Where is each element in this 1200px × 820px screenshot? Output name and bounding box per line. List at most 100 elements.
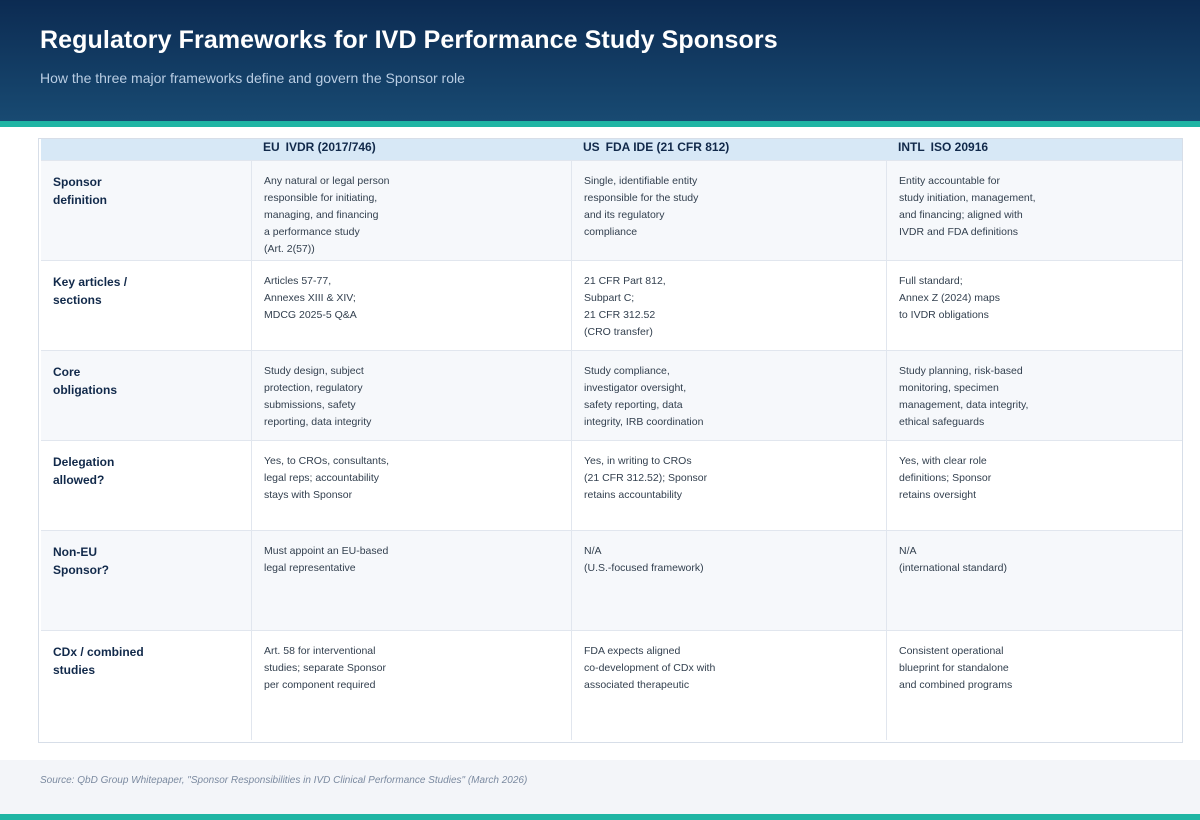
table-cell-eu: Any natural or legal person responsible f… xyxy=(251,161,571,260)
cell-line: Single, identifiable entity xyxy=(584,175,698,187)
row-label: Key articles / sections xyxy=(41,261,252,350)
table-cell-intl: Consistent operational blueprint for stan… xyxy=(886,631,1182,740)
page-subtitle: How the three major frameworks define an… xyxy=(40,70,465,86)
cell-line: submissions, safety xyxy=(264,399,356,411)
cell-line: responsible for the study xyxy=(584,192,699,204)
row-label: Delegation allowed? xyxy=(41,441,252,530)
cell-line: CDx / combined xyxy=(53,645,144,659)
cell-line: retains oversight xyxy=(899,489,977,501)
cell-line: (21 CFR 312.52); Sponsor xyxy=(584,472,708,484)
cell-line: Entity accountable for xyxy=(899,175,1000,187)
cell-line: (U.S.-focused framework) xyxy=(584,562,704,574)
table-cell-intl: Study planning, risk-based monitoring, sp… xyxy=(886,351,1182,440)
cell-line: allowed? xyxy=(53,473,105,487)
cell-line: Study compliance, xyxy=(584,365,670,377)
cell-line: Must appoint an EU-based xyxy=(264,545,389,557)
cell-line: reporting, data integrity xyxy=(264,416,372,428)
cell-line: management, data integrity, xyxy=(899,399,1029,411)
table-cell-us: FDA expects aligned co-development of CDx… xyxy=(571,631,886,740)
cell-line: Core xyxy=(53,365,81,379)
cell-line: Full standard; xyxy=(899,275,963,287)
cell-line: Study design, subject xyxy=(264,365,364,377)
cell-line: N/A xyxy=(899,545,917,557)
header-banner: Regulatory Frameworks for IVD Performanc… xyxy=(0,0,1200,121)
column-header-eu: EU IVDR (2017/746) xyxy=(263,139,376,161)
cell-line: Sponsor? xyxy=(53,563,109,577)
cell-line: studies xyxy=(53,663,96,677)
cell-line: definition xyxy=(53,193,107,207)
table-row: Delegation allowed? Yes, to CROs, consulta… xyxy=(41,440,1182,530)
cell-line: to IVDR obligations xyxy=(899,309,989,321)
cell-line: Yes, with clear role xyxy=(899,455,987,467)
cell-line: studies; separate Sponsor xyxy=(264,662,386,674)
cell-line: IVDR and FDA definitions xyxy=(899,226,1019,238)
table-cell-eu: Must appoint an EU-based legal representa… xyxy=(251,531,571,630)
cell-line: sections xyxy=(53,293,102,307)
column-tag: US xyxy=(583,140,600,154)
column-tag: EU xyxy=(263,140,280,154)
frameworks-table: EU IVDR (2017/746) US FDA IDE (21 CFR 812)… xyxy=(38,138,1183,743)
cell-line: Subpart C; xyxy=(584,292,635,304)
table-cell-us: 21 CFR Part 812, Subpart C; 21 CFR 312.52 (… xyxy=(571,261,886,350)
cell-line: protection, regulatory xyxy=(264,382,363,394)
cell-line: Study planning, risk-based xyxy=(899,365,1023,377)
cell-line: compliance xyxy=(584,226,638,238)
cell-line: obligations xyxy=(53,383,117,397)
cell-line: Non-EU xyxy=(53,545,97,559)
row-label: Non-EU Sponsor? xyxy=(41,531,252,630)
column-header-us: US FDA IDE (21 CFR 812) xyxy=(583,139,729,161)
cell-line: co-development of CDx with xyxy=(584,662,716,674)
cell-line: Annexes XIII & XIV; xyxy=(264,292,356,304)
column-name: FDA IDE (21 CFR 812) xyxy=(605,140,730,154)
cell-line: Any natural or legal person xyxy=(264,175,390,187)
cell-line: (CRO transfer) xyxy=(584,326,653,338)
cell-line: stays with Sponsor xyxy=(264,489,353,501)
page-title: Regulatory Frameworks for IVD Performanc… xyxy=(40,26,778,54)
cell-line: Sponsor xyxy=(53,175,102,189)
cell-line: investigator oversight, xyxy=(584,382,687,394)
cell-line: Key articles / xyxy=(53,275,128,289)
table-cell-intl: N/A (international standard) xyxy=(886,531,1182,630)
column-name: ISO 20916 xyxy=(930,140,989,154)
cell-line: retains accountability xyxy=(584,489,683,501)
cell-line: (Art. 2(57)) xyxy=(264,243,315,255)
cell-line: per component required xyxy=(264,679,376,691)
source-note: Source: QbD Group Whitepaper, "Sponsor R… xyxy=(40,775,528,786)
cell-line: Art. 58 for interventional xyxy=(264,645,376,657)
column-name: IVDR (2017/746) xyxy=(285,140,376,154)
table-cell-intl: Yes, with clear role definitions; Sponsor… xyxy=(886,441,1182,530)
table-cell-us: Yes, in writing to CROs (21 CFR 312.52); … xyxy=(571,441,886,530)
table-row: Sponsor definition Any natural or legal pe… xyxy=(41,160,1182,260)
row-label: Core obligations xyxy=(41,351,252,440)
cell-line: Annex Z (2024) maps xyxy=(899,292,1000,304)
table-cell-eu: Study design, subject protection, regulat… xyxy=(251,351,571,440)
cell-line: Articles 57-77, xyxy=(264,275,332,287)
table-row: CDx / combined studies Art. 58 for interve… xyxy=(41,630,1182,740)
cell-line: study initiation, management, xyxy=(899,192,1036,204)
table-cell-intl: Entity accountable for study initiation, … xyxy=(886,161,1182,260)
table-cell-us: Single, identifiable entity responsible f… xyxy=(571,161,886,260)
table-cell-us: N/A (U.S.-focused framework) xyxy=(571,531,886,630)
cell-line: Yes, to CROs, consultants, xyxy=(264,455,390,467)
cell-line: integrity, IRB coordination xyxy=(584,416,704,428)
cell-line: and combined programs xyxy=(899,679,1013,691)
table-cell-eu: Art. 58 for interventional studies; separ… xyxy=(251,631,571,740)
cell-line: legal reps; accountability xyxy=(264,472,379,484)
table-row: Non-EU Sponsor? Must appoint an EU-based le… xyxy=(41,530,1182,630)
cell-line: and financing; aligned with xyxy=(899,209,1023,221)
cell-line: MDCG 2025-5 Q&A xyxy=(264,309,357,321)
cell-line: blueprint for standalone xyxy=(899,662,1009,674)
table-row: Core obligations Study design, subject prot… xyxy=(41,350,1182,440)
cell-line: ethical safeguards xyxy=(899,416,985,428)
cell-line: (international standard) xyxy=(899,562,1007,574)
accent-bar-bottom xyxy=(0,814,1200,820)
footer: Source: QbD Group Whitepaper, "Sponsor R… xyxy=(0,760,1200,814)
cell-line: legal representative xyxy=(264,562,356,574)
cell-line: Consistent operational xyxy=(899,645,1004,657)
cell-line: monitoring, specimen xyxy=(899,382,999,394)
table-row: Key articles / sections Articles 57-77, Ann… xyxy=(41,260,1182,350)
cell-line: Delegation xyxy=(53,455,115,469)
table-cell-eu: Yes, to CROs, consultants, legal reps; ac… xyxy=(251,441,571,530)
cell-line: a performance study xyxy=(264,226,360,238)
cell-line: N/A xyxy=(584,545,602,557)
